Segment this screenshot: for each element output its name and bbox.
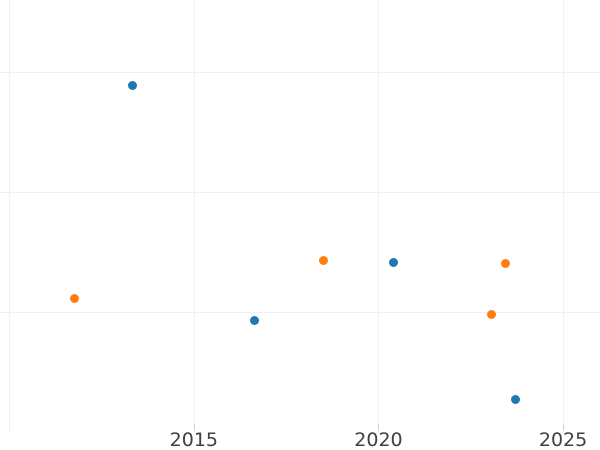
gridline-horizontal (0, 72, 600, 73)
gridline-vertical (9, 0, 10, 432)
x-axis-tick-mark (378, 424, 379, 430)
scatter-point-series_2-0 (70, 294, 80, 304)
scatter-point-series_1-1 (249, 316, 259, 326)
gridline-vertical (194, 0, 195, 432)
gridline-horizontal (0, 192, 600, 193)
scatter-point-series_2-3 (500, 259, 510, 269)
x-axis-tick-label: 2025 (538, 429, 588, 450)
scatter-point-series_1-0 (128, 80, 138, 90)
x-axis-tick-label: 2020 (354, 429, 403, 450)
scatter-point-series_1-3 (510, 394, 520, 404)
scatter-point-series_1-2 (388, 257, 398, 267)
x-axis-tick-mark (563, 424, 564, 430)
scatter-point-series_2-2 (486, 309, 496, 319)
x-axis-tick-label: 2015 (169, 429, 219, 450)
gridline-vertical (563, 0, 564, 432)
x-axis-tick-mark (194, 424, 195, 430)
gridline-horizontal (0, 312, 600, 313)
gridline-vertical (378, 0, 379, 432)
scatter-point-series_2-1 (319, 256, 329, 266)
